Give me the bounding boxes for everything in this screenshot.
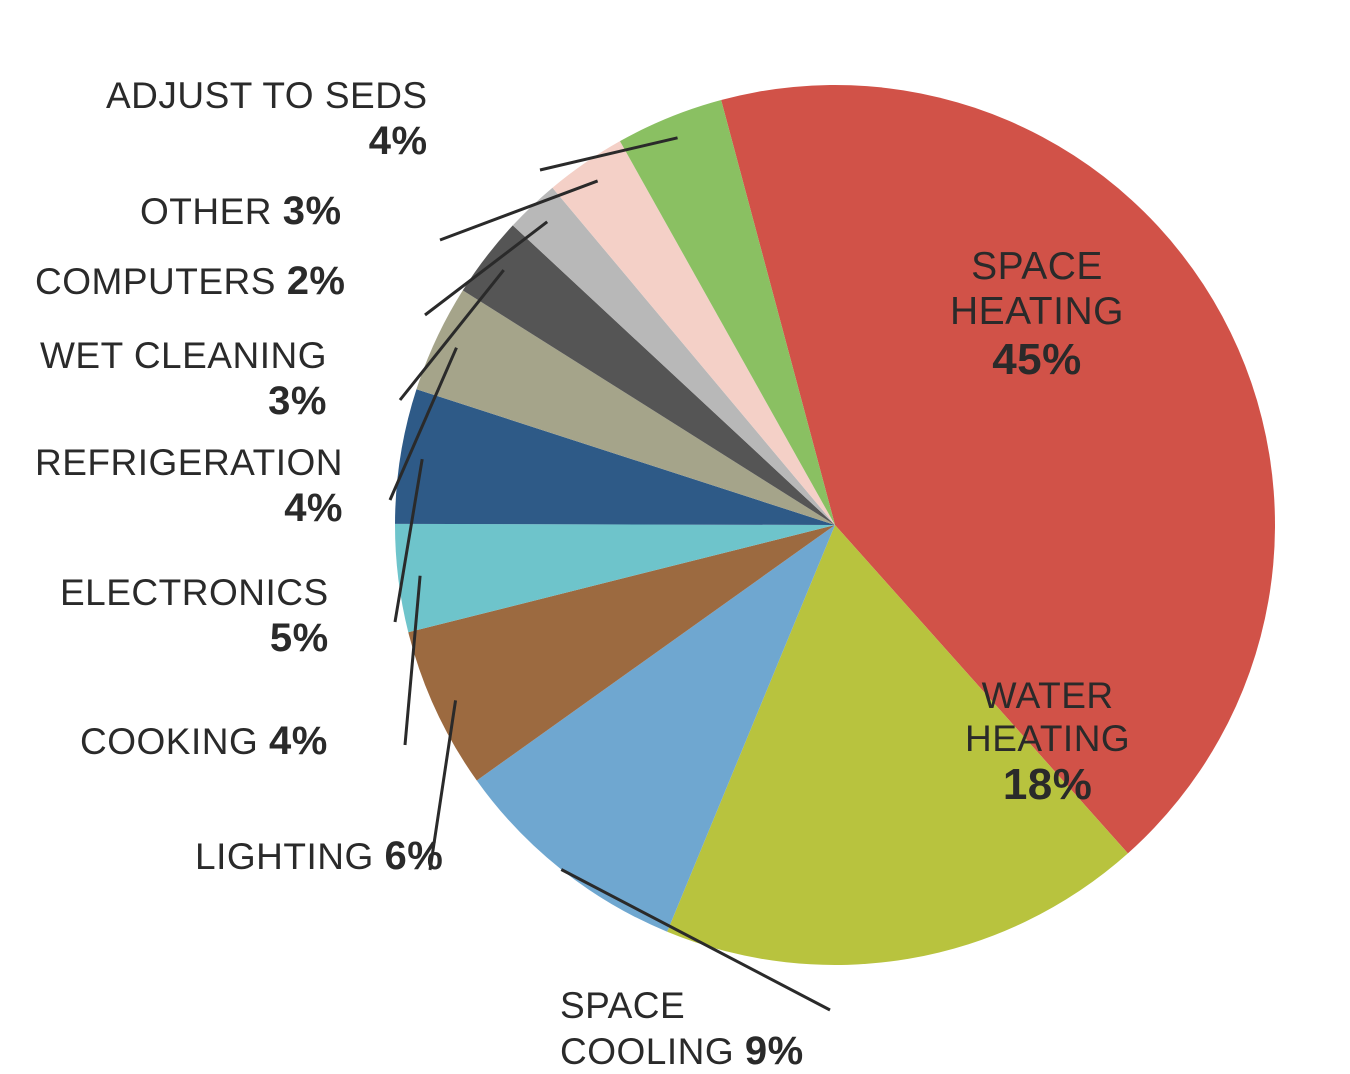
slice-name-refrigeration: REFRIGERATION bbox=[35, 442, 343, 485]
slice-name-water_heating: HEATING bbox=[965, 718, 1130, 761]
slice-percent-refrigeration: 4% bbox=[35, 485, 343, 531]
slice-name-other: OTHER bbox=[140, 191, 283, 232]
slice-name-adjust_to_seds: ADJUST TO SEDS bbox=[106, 75, 428, 118]
slice-percent-space_heating: 45% bbox=[950, 335, 1124, 386]
slice-label-space_heating: SPACEHEATING45% bbox=[950, 245, 1124, 385]
slice-percent-cooking: 4% bbox=[269, 719, 328, 763]
slice-name-space_heating: HEATING bbox=[950, 290, 1124, 335]
slice-percent-electronics: 5% bbox=[60, 615, 329, 661]
slice-percent-water_heating: 18% bbox=[965, 760, 1130, 811]
slice-percent-adjust_to_seds: 4% bbox=[106, 118, 428, 164]
slice-name-line1-space_cooling: SPACE bbox=[560, 985, 804, 1028]
slice-label-electronics: ELECTRONICS5% bbox=[60, 572, 329, 661]
slice-percent-space_cooling: 9% bbox=[745, 1029, 804, 1073]
slice-label-other: OTHER 3% bbox=[140, 188, 342, 234]
slice-label-refrigeration: REFRIGERATION4% bbox=[35, 442, 343, 531]
slice-percent-other: 3% bbox=[283, 189, 342, 233]
slice-label-wet_cleaning: WET CLEANING3% bbox=[40, 335, 327, 424]
slice-name-line2-space_cooling: COOLING 9% bbox=[560, 1028, 804, 1074]
slice-name-water_heating: WATER bbox=[965, 675, 1130, 718]
pie-chart-container: SPACEHEATING45%WATERHEATING18%SPACECOOLI… bbox=[0, 0, 1350, 1074]
slice-label-water_heating: WATERHEATING18% bbox=[965, 675, 1130, 811]
slice-percent-wet_cleaning: 3% bbox=[40, 378, 327, 424]
slice-percent-lighting: 6% bbox=[385, 834, 444, 878]
slice-name-computers: COMPUTERS bbox=[35, 261, 287, 302]
slice-label-adjust_to_seds: ADJUST TO SEDS4% bbox=[106, 75, 428, 164]
slice-percent-computers: 2% bbox=[287, 259, 346, 303]
slice-label-computers: COMPUTERS 2% bbox=[35, 258, 346, 304]
slice-name-lighting: LIGHTING bbox=[195, 836, 385, 877]
slice-name-electronics: ELECTRONICS bbox=[60, 572, 329, 615]
slice-label-lighting: LIGHTING 6% bbox=[195, 833, 443, 879]
slice-name-cooking: COOKING bbox=[80, 721, 269, 762]
slice-name-wet_cleaning: WET CLEANING bbox=[40, 335, 327, 378]
slice-label-cooking: COOKING 4% bbox=[80, 718, 328, 764]
slice-label-space_cooling: SPACECOOLING 9% bbox=[560, 985, 804, 1074]
slice-name-space_heating: SPACE bbox=[950, 245, 1124, 290]
